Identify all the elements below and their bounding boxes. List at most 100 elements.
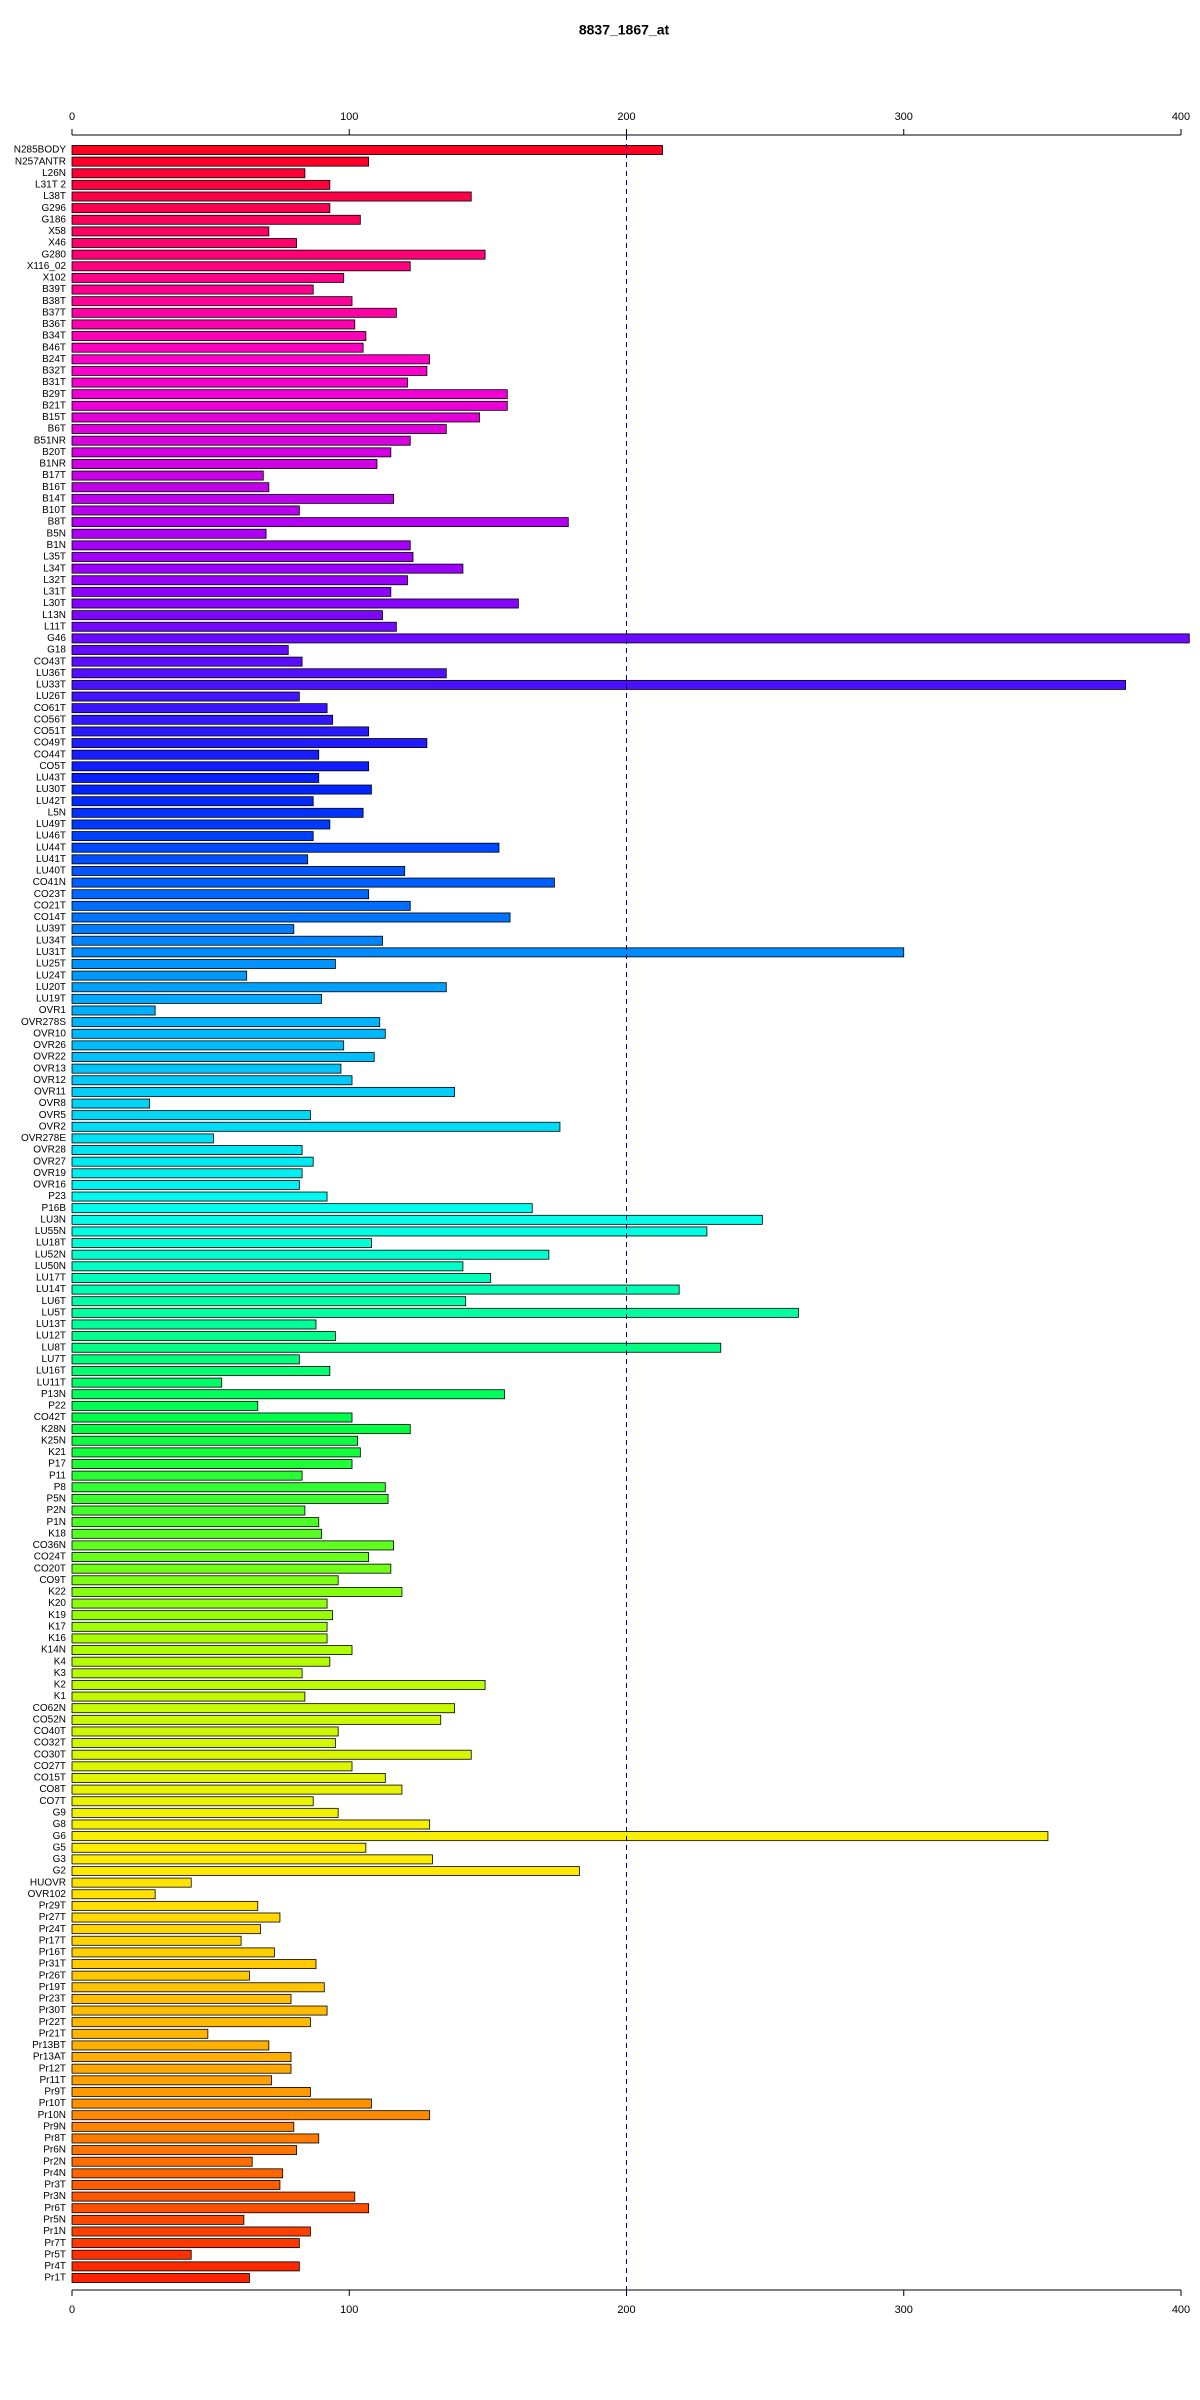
bar <box>71 1889 156 1900</box>
bar <box>71 1040 345 1051</box>
y-tick-label: CO7T <box>39 1796 66 1807</box>
y-tick-label: B24T <box>42 354 66 365</box>
bar <box>71 1947 275 1958</box>
bar <box>71 1540 395 1551</box>
bar <box>71 1086 456 1097</box>
bar <box>71 447 392 458</box>
bar <box>71 389 508 400</box>
y-tick-label: CO52N <box>33 1714 66 1725</box>
y-tick-label: LU55N <box>35 1226 66 1237</box>
y-tick-label: LU8T <box>42 1342 66 1353</box>
y-tick-label: B10T <box>42 505 66 516</box>
y-tick-label: P23 <box>48 1191 66 1202</box>
y-tick-label: P8 <box>54 1482 67 1493</box>
y-tick-label: G280 <box>42 249 67 260</box>
bar <box>71 2087 311 2097</box>
y-tick-label: Pr21T <box>39 2028 66 2039</box>
bar <box>71 1633 328 1644</box>
bar <box>71 1470 303 1481</box>
y-tick-label: P17 <box>48 1459 66 1470</box>
bar <box>71 1854 433 1865</box>
bar <box>71 272 345 283</box>
bar <box>71 1377 223 1388</box>
bar <box>71 1912 281 1923</box>
y-tick-label: B32T <box>42 366 66 377</box>
bar <box>71 552 414 562</box>
y-tick-label: K1 <box>54 1691 67 1702</box>
bar <box>71 1528 322 1539</box>
bar <box>71 1866 580 1876</box>
y-tick-label: OVR8 <box>39 1098 67 1109</box>
y-tick-label: CO27T <box>34 1761 66 1772</box>
y-tick-label: L30T <box>43 598 66 609</box>
bar <box>71 1738 336 1749</box>
y-tick-label: L11T <box>44 621 66 632</box>
y-tick-label: L32T <box>43 575 66 586</box>
y-tick-label: LU14T <box>36 1284 66 1295</box>
bar <box>71 1749 472 1760</box>
bar <box>71 668 447 679</box>
bar <box>71 900 411 911</box>
bar <box>71 424 447 435</box>
bar <box>71 2028 209 2039</box>
bar <box>71 1098 151 1109</box>
bar <box>71 575 408 586</box>
y-tick-label: L31T <box>43 587 66 598</box>
bar <box>71 1389 505 1400</box>
y-tick-label: Pr5N <box>43 2214 66 2225</box>
y-tick-label: LU30T <box>36 784 66 795</box>
bar <box>71 203 331 214</box>
y-tick-label: K19 <box>48 1610 66 1621</box>
bar <box>71 854 309 865</box>
y-tick-label: CO15T <box>34 1773 66 1784</box>
bar <box>71 749 320 760</box>
y-tick-label: LU52N <box>35 1249 66 1260</box>
bar <box>71 331 367 341</box>
bar <box>71 691 300 702</box>
bar <box>71 482 270 493</box>
bar <box>71 1982 325 1993</box>
y-tick-label: Pr3T <box>44 2180 66 2191</box>
bar <box>71 1075 353 1086</box>
bar <box>71 703 328 714</box>
y-tick-label: LU3N <box>40 1214 66 1225</box>
bar <box>71 738 428 748</box>
bar <box>71 1226 708 1237</box>
bar <box>71 528 267 539</box>
bar <box>71 296 353 307</box>
y-tick-label: Pr17T <box>39 1935 66 1946</box>
bar <box>71 2063 292 2074</box>
y-tick-label: G186 <box>42 214 67 225</box>
y-tick-label: P5N <box>47 1494 66 1505</box>
y-tick-label: K16 <box>48 1633 66 1644</box>
bar <box>71 947 905 958</box>
bar <box>71 1400 259 1411</box>
bar <box>71 1179 300 1190</box>
y-tick-label: Pr13AT <box>33 2052 66 2063</box>
bar <box>71 2017 311 2028</box>
bar <box>71 226 270 237</box>
bar <box>71 1714 442 1725</box>
bar <box>71 2110 431 2121</box>
y-tick-label: CO21T <box>34 900 66 911</box>
bar <box>71 2168 284 2179</box>
y-tick-label: L38T <box>43 191 66 202</box>
bar <box>71 1796 314 1807</box>
y-tick-label: CO49T <box>34 738 66 749</box>
bar <box>71 866 406 876</box>
y-tick-label: B16T <box>42 482 66 493</box>
x-tick-label: 0 <box>69 111 75 123</box>
bar <box>71 505 300 516</box>
y-tick-label: B5N <box>47 528 66 539</box>
bar <box>71 831 314 842</box>
bar <box>71 2145 297 2156</box>
bar <box>71 2226 311 2237</box>
bar <box>71 1552 370 1562</box>
bar <box>71 261 411 272</box>
y-tick-label: CO32T <box>34 1738 66 1749</box>
y-tick-label: OVR27 <box>33 1156 66 1167</box>
y-tick-label: CO62N <box>33 1703 66 1714</box>
x-tick-label: 400 <box>1172 2304 1190 2316</box>
y-tick-label: CO23T <box>34 889 66 900</box>
y-tick-label: N285BODY <box>14 145 67 156</box>
